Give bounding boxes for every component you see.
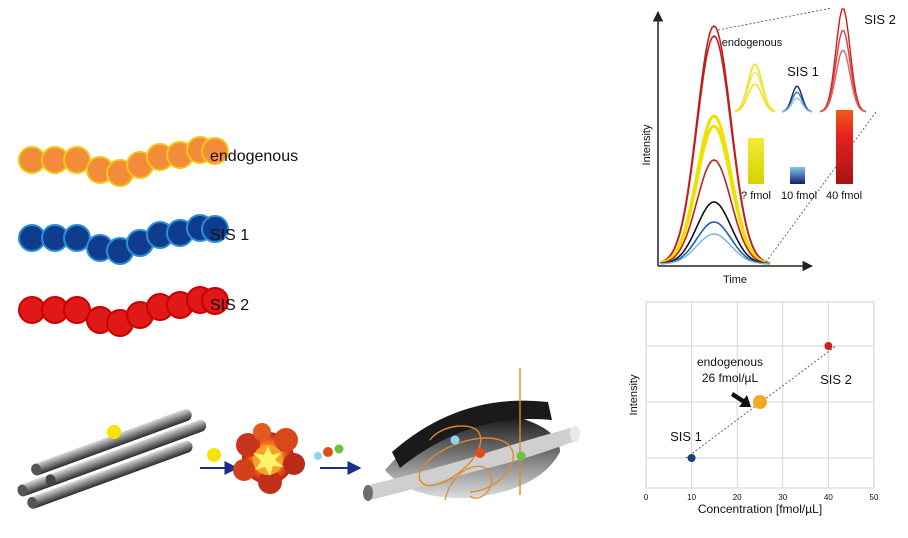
sis1-peak-3 — [659, 233, 771, 265]
calibration-y-label: Intensity — [628, 374, 640, 415]
sis1-peak-2 — [659, 221, 771, 265]
orbiting-ion-red — [475, 448, 485, 458]
point-sis-1 — [687, 454, 696, 462]
residue-10 — [201, 137, 229, 165]
calibration-x-label: Concentration [fmol/µL] — [698, 502, 822, 516]
peptide-chain-endogenous — [18, 136, 229, 187]
peptide-chain-sis1 — [18, 214, 229, 265]
endogenous-peak-2 — [659, 124, 771, 265]
fragment-ion-green — [334, 444, 344, 454]
annotation-arrow-icon — [731, 392, 751, 407]
calibration-x-ticks: 0 10 20 30 40 50 — [644, 493, 879, 502]
sis2-peak-2 — [659, 34, 771, 264]
sis2-peak-3 — [659, 159, 771, 265]
x-tick-50: 50 — [870, 493, 879, 502]
peak-label-sis1: SIS 1 — [787, 64, 819, 79]
amount-label-endogenous: ? fmol — [741, 190, 771, 202]
x-tick-0: 0 — [644, 493, 649, 502]
chromatogram-x-label: Time — [723, 274, 747, 286]
fragmentation-step — [200, 423, 362, 494]
residue-10 — [201, 287, 229, 315]
x-tick-10: 10 — [687, 493, 696, 502]
precursor-ion — [107, 425, 121, 439]
fragment-ion-red — [323, 447, 333, 457]
x-tick-40: 40 — [824, 493, 833, 502]
zoom-sis2-1 — [819, 8, 867, 113]
zoom-sis1-2 — [781, 91, 813, 113]
zoom-line-bottom — [765, 111, 877, 263]
amount-bar-sis2 — [836, 110, 853, 184]
calibration-points — [687, 342, 833, 462]
peak-label-sis2: SIS 2 — [864, 12, 896, 27]
point-label-sis1: SIS 1 — [670, 429, 702, 444]
peak-label-endogenous: endogenous — [722, 37, 783, 49]
amount-bar-endogenous — [748, 138, 764, 184]
x-tick-30: 30 — [778, 493, 787, 502]
peptide-label-endogenous: endogenous — [210, 148, 298, 165]
amount-label-sis2: 40 fmol — [826, 190, 862, 202]
zoom-sis2-3 — [819, 49, 867, 113]
collision-burst-icon — [233, 423, 305, 494]
zoom-line-top — [717, 7, 833, 31]
calibration-chart: 0 10 20 30 40 50 Intensity Concentration [fmo… — [628, 301, 879, 516]
zoom-sis1-1 — [781, 85, 813, 113]
quadrupole-rods — [17, 409, 207, 509]
zoomed-peaks — [734, 8, 867, 113]
residue-10 — [201, 215, 229, 243]
sis1-peak-1 — [659, 201, 771, 265]
residue-3 — [63, 224, 91, 252]
zoom-endogenous-3 — [734, 83, 776, 113]
peptide-label-sis2: SIS 2 — [210, 297, 249, 314]
orbiting-ion-green — [516, 451, 526, 461]
fragment-ion-blue — [314, 452, 322, 460]
orbitrap-analyzer — [363, 368, 580, 501]
zoom-sis1-3 — [781, 97, 813, 113]
point-label-sis2: SIS 2 — [820, 372, 852, 387]
orbiting-ion-blue — [450, 435, 460, 445]
zoom-sis2-2 — [819, 30, 867, 113]
peptide-chains: endogenous SIS 1 SIS 2 — [18, 136, 298, 337]
annotation-line2: 26 fmol/µL — [702, 371, 759, 385]
amount-bar-sis1 — [790, 167, 805, 184]
x-tick-20: 20 — [733, 493, 742, 502]
peptide-chain-sis2 — [18, 286, 229, 337]
chromatogram-peaks — [659, 24, 771, 265]
peptide-label-sis1: SIS 1 — [210, 227, 249, 244]
amount-label-sis1: 10 fmol — [781, 190, 817, 202]
residue-3 — [63, 146, 91, 174]
residue-3 — [63, 296, 91, 324]
selected-ion — [207, 448, 221, 462]
chromatogram-y-label: Intensity — [641, 124, 653, 165]
point-sis-2 — [824, 342, 833, 350]
point-endogenous — [753, 395, 767, 409]
annotation-line1: endogenous — [697, 355, 763, 369]
zoom-endogenous-2 — [734, 70, 776, 113]
chromatogram-panel: Intensity Time endogenous SIS 1 SIS 2 ? … — [641, 7, 896, 286]
